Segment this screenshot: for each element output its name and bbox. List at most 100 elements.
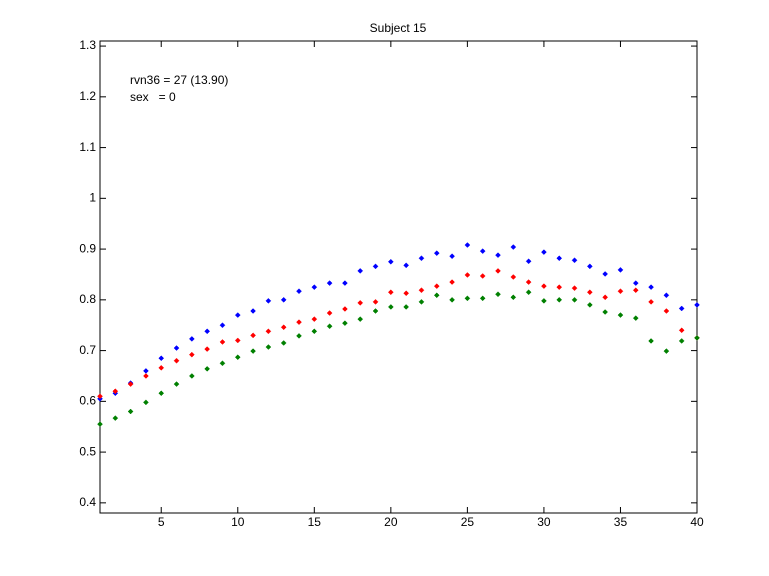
point <box>464 242 471 248</box>
point <box>234 337 241 344</box>
point <box>418 255 425 262</box>
point <box>204 346 211 352</box>
point <box>525 279 532 285</box>
point <box>280 340 287 346</box>
y-tick-label: 1.1 <box>79 140 96 154</box>
point <box>632 280 639 286</box>
point <box>586 263 593 270</box>
point <box>525 258 532 265</box>
point <box>387 258 394 265</box>
point <box>556 296 563 303</box>
point <box>387 304 394 310</box>
point <box>158 390 165 397</box>
point <box>510 274 517 280</box>
point <box>326 280 333 286</box>
point <box>219 339 226 345</box>
point <box>296 319 302 326</box>
point <box>112 415 119 421</box>
point <box>97 393 103 400</box>
point <box>372 308 379 314</box>
point <box>571 285 578 292</box>
point <box>311 316 318 322</box>
point <box>372 299 379 305</box>
point <box>663 348 670 354</box>
point <box>464 295 471 302</box>
point <box>541 298 547 304</box>
y-tick-label: 1 <box>89 191 96 205</box>
point <box>143 399 149 406</box>
y-tick-label: 0.8 <box>79 292 96 306</box>
point <box>143 373 149 379</box>
x-tick-label: 40 <box>690 515 704 529</box>
point <box>97 421 103 428</box>
point <box>403 304 410 310</box>
point <box>648 338 654 344</box>
point <box>433 283 440 289</box>
point <box>632 315 639 321</box>
point <box>617 267 624 273</box>
point <box>296 288 302 295</box>
point <box>510 294 517 301</box>
point <box>617 288 624 295</box>
point <box>694 302 700 308</box>
x-tick-label: 25 <box>461 515 475 529</box>
point <box>250 332 256 339</box>
point <box>280 296 287 303</box>
point <box>510 244 517 250</box>
point <box>280 324 287 331</box>
point <box>648 284 654 291</box>
point <box>586 302 593 308</box>
point <box>418 299 425 305</box>
point <box>495 252 501 259</box>
point <box>694 335 700 341</box>
point <box>663 308 670 314</box>
point <box>311 284 318 291</box>
point <box>357 316 364 322</box>
point <box>495 268 501 274</box>
point <box>357 300 364 306</box>
point <box>556 284 563 291</box>
point <box>648 299 654 305</box>
point <box>296 333 302 339</box>
axes-box <box>99 40 698 514</box>
point <box>433 292 440 299</box>
x-tick-label: 35 <box>614 515 628 529</box>
point <box>204 366 211 372</box>
point <box>632 287 639 294</box>
y-tick-label: 0.4 <box>79 495 96 509</box>
point <box>479 295 486 302</box>
x-tick-label: 20 <box>384 515 398 529</box>
point <box>342 320 348 327</box>
point <box>464 272 471 278</box>
point <box>449 279 455 285</box>
point <box>173 381 180 387</box>
point <box>479 273 486 279</box>
x-tick-label: 10 <box>231 515 245 529</box>
annotation: sex = 0 <box>130 90 176 104</box>
y-tick-label: 1.3 <box>79 38 96 52</box>
point <box>678 327 685 334</box>
point <box>158 364 165 371</box>
point <box>342 280 348 286</box>
y-tick-label: 0.6 <box>79 394 96 408</box>
point <box>265 344 272 350</box>
point <box>418 287 425 294</box>
y-tick-label: 1.2 <box>79 89 96 103</box>
point <box>678 305 685 312</box>
point <box>495 291 501 298</box>
point <box>219 322 226 329</box>
point <box>602 271 609 277</box>
point <box>234 354 241 361</box>
point <box>372 263 379 270</box>
point <box>204 328 211 335</box>
y-tick-label: 0.9 <box>79 241 96 255</box>
point <box>188 373 195 379</box>
point <box>188 351 195 358</box>
point <box>173 357 180 364</box>
point <box>479 248 486 254</box>
x-tick-label: 30 <box>537 515 551 529</box>
y-tick-label: 0.5 <box>79 444 96 458</box>
point <box>586 289 593 296</box>
